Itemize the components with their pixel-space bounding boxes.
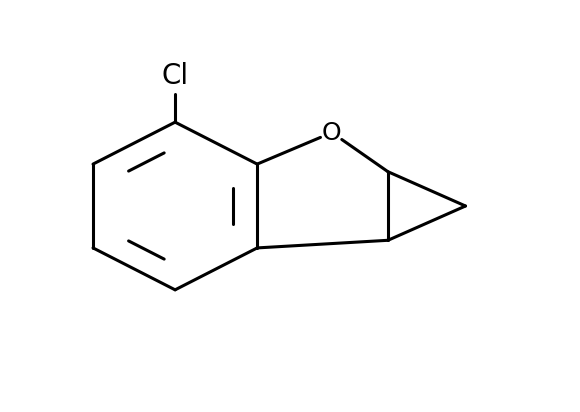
Text: O: O: [322, 121, 342, 145]
Text: Cl: Cl: [162, 62, 188, 90]
